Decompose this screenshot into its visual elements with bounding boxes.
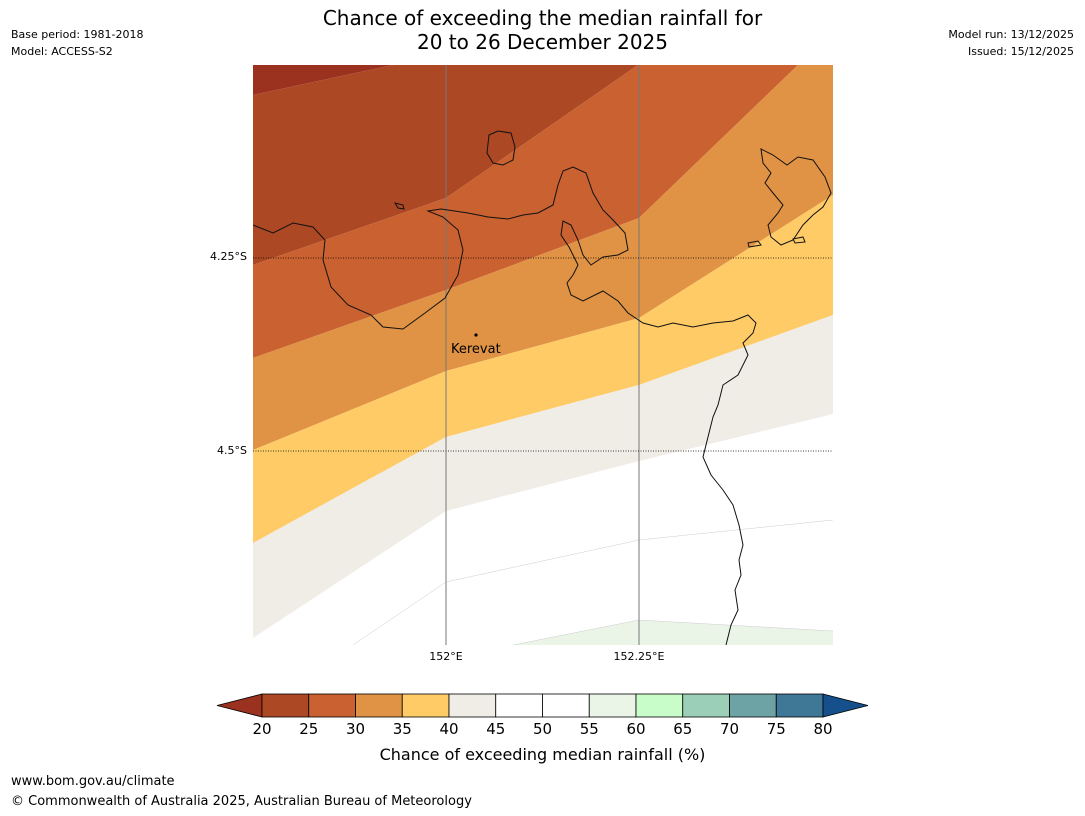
- lon-label-152: 152°E: [429, 650, 463, 663]
- colorbar-segment-50: [542, 693, 590, 718]
- colorbar-tick-40: 40: [439, 720, 459, 738]
- colorbar-segment-75: [775, 693, 824, 718]
- lat-label-4-5: 4.5°S: [217, 444, 247, 457]
- colorbar-segment-60: [635, 693, 684, 718]
- colorbar-segment-20: [261, 693, 310, 718]
- kerevat-marker: [474, 333, 478, 337]
- colorbar-segment-65: [682, 693, 730, 718]
- lat-label-4-25: 4.25°S: [210, 250, 247, 263]
- colorbar-tick-60: 60: [626, 720, 646, 738]
- coastline-ne-islet-1: [747, 240, 762, 248]
- colorbar: [216, 693, 869, 718]
- contour-50: [352, 519, 833, 645]
- title-line-1: Chance of exceeding the median rainfall …: [322, 6, 763, 30]
- colorbar-tick-50: 50: [532, 720, 553, 738]
- lon-label-152-25: 152.25°E: [613, 650, 665, 663]
- colorbar-segment-30: [355, 693, 403, 718]
- coastline: [253, 130, 832, 645]
- band-25-30: [253, 65, 798, 358]
- colorbar-tick-30: 30: [345, 720, 366, 738]
- meta-left: Base period: 1981-2018 Model: ACCESS-S2: [11, 26, 143, 60]
- colorbar-label: Chance of exceeding median rainfall (%): [379, 745, 706, 764]
- colorbar-tick-55: 55: [579, 720, 599, 738]
- band-55-60: [513, 620, 833, 645]
- base-period: Base period: 1981-2018: [11, 28, 144, 41]
- coastline-north-islet: [486, 130, 516, 166]
- colorbar-segment-45: [495, 693, 543, 718]
- band-30-35: [253, 65, 833, 450]
- footer-url: www.bom.gov.au/climate: [11, 774, 175, 789]
- colorbar-segment-35: [401, 693, 450, 718]
- colorbar-segment-55: [588, 693, 637, 718]
- band-35-40: [253, 195, 833, 543]
- colorbar-tick-80: 80: [813, 720, 833, 738]
- colorbar-tick-25: 25: [299, 720, 319, 738]
- title-line-2: 20 to 26 December 2025: [416, 30, 668, 54]
- colorbar-tick-65: 65: [673, 720, 693, 738]
- colorbar-tick-45: 45: [486, 720, 506, 738]
- colorbar-tick-35: 35: [392, 720, 412, 738]
- kerevat-label: Kerevat: [451, 342, 501, 357]
- coastline-main: [253, 166, 757, 645]
- rainfall-map: [253, 65, 833, 645]
- colorbar-tick-70: 70: [719, 720, 740, 738]
- colorbar-arrow-high: [822, 693, 869, 718]
- model-name: Model: ACCESS-S2: [11, 45, 113, 58]
- colorbar-arrow-low: [216, 693, 263, 718]
- meta-right: Model run: 13/12/2025 Issued: 15/12/2025: [948, 26, 1074, 60]
- band-40-45: [253, 315, 833, 638]
- model-run: Model run: 13/12/2025: [948, 28, 1074, 41]
- coastline-west-islet: [393, 202, 405, 210]
- map-title: Chance of exceeding the median rainfall …: [0, 6, 1085, 54]
- colorbar-tick-20: 20: [252, 720, 272, 738]
- colorbar-segment-40: [448, 693, 497, 718]
- colorbar-tick-75: 75: [766, 720, 786, 738]
- colorbar-segment-70: [729, 693, 777, 718]
- coastline-ne-islet-2: [792, 236, 806, 244]
- colorbar-segment-25: [308, 693, 356, 718]
- footer-copyright: © Commonwealth of Australia 2025, Austra…: [11, 794, 472, 809]
- issued-date: Issued: 15/12/2025: [967, 45, 1074, 58]
